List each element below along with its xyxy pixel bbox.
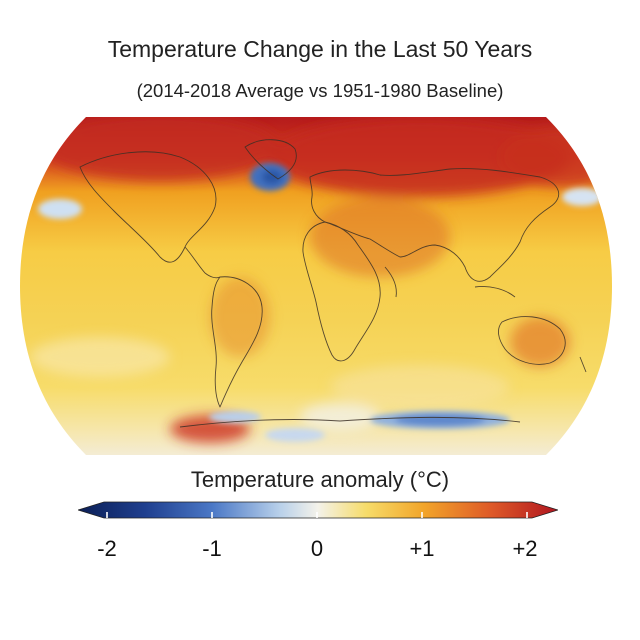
tick-label-plus2: +2 — [512, 536, 538, 561]
tick-label-minus1: -1 — [202, 536, 222, 561]
legend-title: Temperature anomaly (°C) — [190, 467, 450, 492]
tick-label-minus2: -2 — [97, 536, 117, 561]
anomaly-field — [20, 117, 612, 455]
colorbar-ticks — [106, 512, 528, 518]
map-subtitle: (2014-2018 Average vs 1951-1980 Baseline… — [136, 80, 504, 101]
world-anomaly-map — [20, 117, 612, 455]
colorbar — [76, 500, 560, 535]
coastlines — [79, 139, 587, 428]
map-title: Temperature Change in the Last 50 Years — [107, 36, 533, 62]
tick-label-plus1: +1 — [409, 536, 435, 561]
tick-label-zero: 0 — [310, 536, 324, 561]
